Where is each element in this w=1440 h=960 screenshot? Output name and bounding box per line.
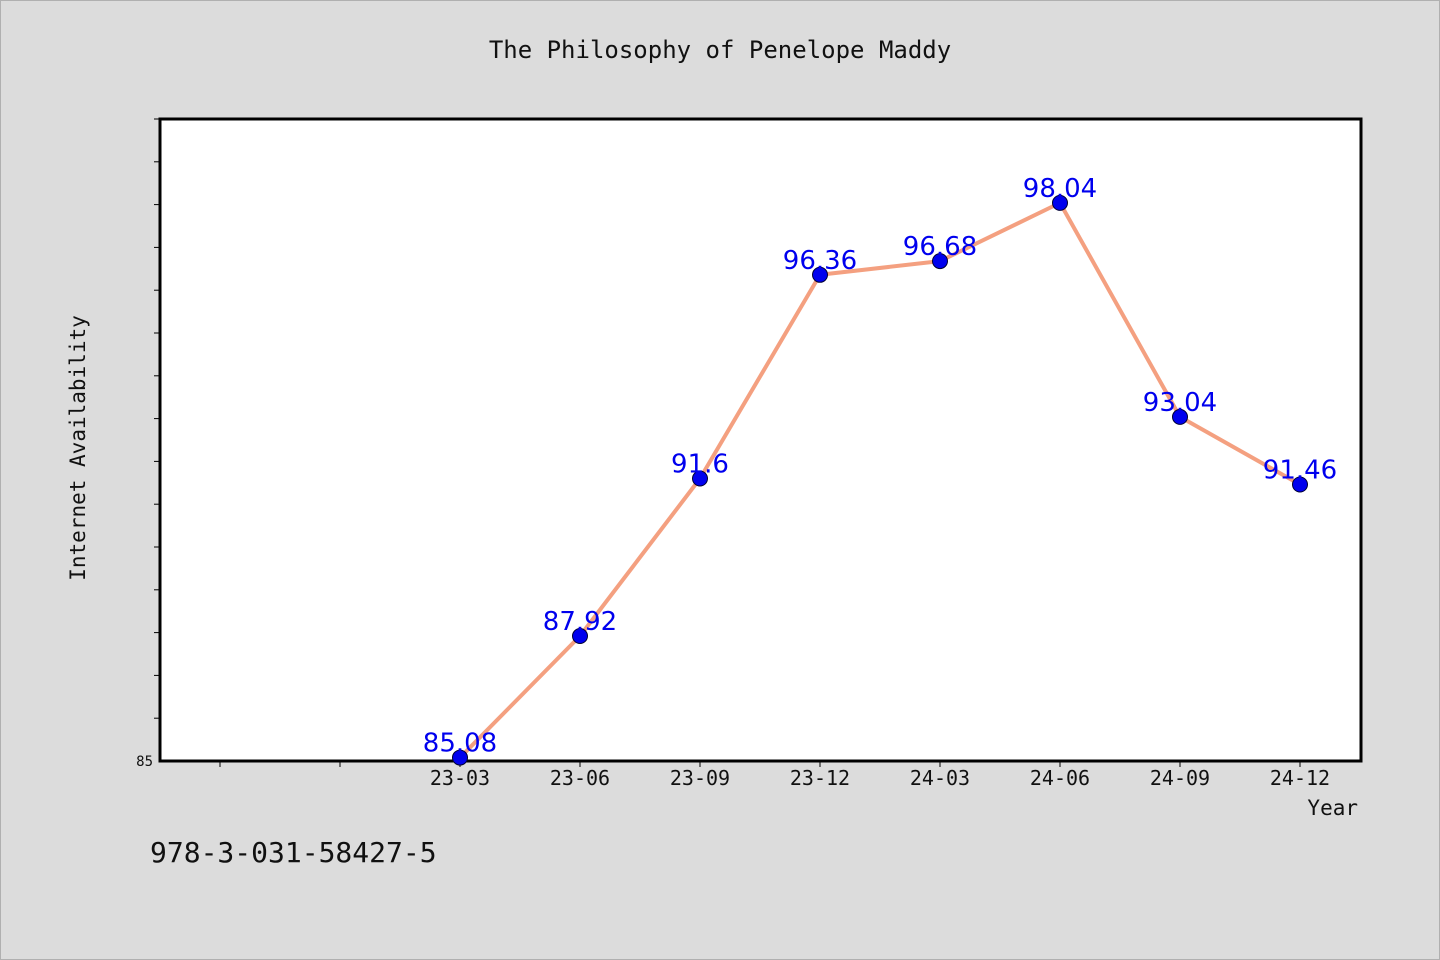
data-label: 96.36	[783, 246, 857, 276]
x-tick-label: 23-09	[670, 766, 730, 790]
chart-title: The Philosophy of Penelope Maddy	[488, 36, 952, 64]
x-tick-label: 24-09	[1150, 766, 1210, 790]
y-tick-label: 85	[136, 754, 153, 770]
x-axis-label: Year	[1307, 796, 1358, 820]
x-tick-label: 24-12	[1270, 766, 1330, 790]
x-tick-label: 23-03	[430, 766, 490, 790]
data-label: 85.08	[423, 729, 497, 759]
isbn-text: 978-3-031-58427-5	[150, 836, 437, 869]
data-point	[572, 628, 588, 645]
data-point	[812, 266, 828, 283]
data-point	[1292, 476, 1308, 493]
data-point	[932, 253, 948, 270]
data-label: 96.68	[903, 232, 977, 262]
data-label: 91.6	[671, 450, 729, 480]
data-label: 93.04	[1143, 388, 1217, 418]
plot-area	[158, 117, 1363, 763]
data-label: 91.46	[1263, 456, 1337, 486]
x-tick-label: 24-06	[1030, 766, 1090, 790]
x-axis-ticks: 23-03 23-06 23-09 23-12 24-03 24-06 24-09 24-12	[219, 761, 1330, 790]
data-label: 98.04	[1023, 174, 1097, 204]
data-label: 87.92	[543, 607, 617, 637]
y-axis-ticks: 85	[136, 118, 160, 770]
series-group: 85.08 87.92 91.6 96.36 96.68 98.04 93.04 91.46	[423, 174, 1337, 766]
series-line	[458, 200, 1301, 759]
x-tick-label: 24-03	[910, 766, 970, 790]
x-tick-label: 23-06	[550, 766, 610, 790]
data-point	[1052, 194, 1068, 211]
data-point	[452, 749, 468, 766]
data-point	[1172, 408, 1188, 425]
data-point	[692, 470, 708, 487]
x-tick-label: 23-12	[790, 766, 850, 790]
